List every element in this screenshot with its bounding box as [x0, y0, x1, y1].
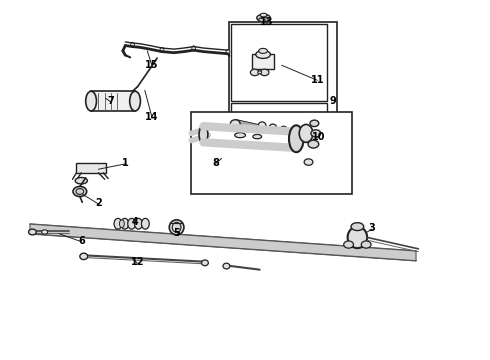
Ellipse shape: [347, 226, 367, 248]
Text: 6: 6: [78, 236, 85, 246]
Ellipse shape: [121, 219, 129, 229]
Ellipse shape: [256, 50, 270, 58]
Ellipse shape: [257, 14, 270, 22]
Ellipse shape: [304, 159, 313, 165]
Ellipse shape: [269, 124, 277, 132]
Ellipse shape: [308, 140, 319, 148]
Ellipse shape: [351, 223, 364, 230]
Ellipse shape: [42, 230, 48, 234]
Text: 12: 12: [131, 257, 144, 267]
Bar: [252, 54, 274, 69]
Ellipse shape: [131, 42, 135, 47]
Ellipse shape: [28, 229, 36, 235]
Ellipse shape: [361, 241, 371, 248]
Ellipse shape: [289, 125, 304, 152]
Bar: [231, 24, 327, 101]
Ellipse shape: [86, 91, 97, 111]
Ellipse shape: [259, 48, 268, 53]
Text: 4: 4: [132, 217, 139, 227]
Ellipse shape: [250, 69, 259, 76]
Text: 10: 10: [312, 132, 325, 142]
Ellipse shape: [128, 219, 136, 229]
Ellipse shape: [253, 134, 262, 139]
Text: 14: 14: [146, 112, 159, 122]
Ellipse shape: [114, 219, 122, 229]
Ellipse shape: [258, 122, 266, 130]
Ellipse shape: [291, 129, 298, 136]
Text: 8: 8: [212, 158, 219, 168]
Text: 11: 11: [311, 75, 324, 85]
Ellipse shape: [235, 133, 245, 138]
Text: 3: 3: [368, 224, 375, 233]
Ellipse shape: [199, 126, 208, 143]
Ellipse shape: [135, 219, 143, 229]
Ellipse shape: [73, 186, 87, 197]
Ellipse shape: [169, 220, 184, 235]
Ellipse shape: [75, 177, 87, 184]
Text: 15: 15: [146, 60, 159, 70]
Text: 1: 1: [122, 158, 129, 168]
Ellipse shape: [343, 241, 353, 248]
Bar: [76, 163, 106, 173]
Bar: [91, 91, 135, 111]
Ellipse shape: [260, 69, 269, 76]
Polygon shape: [30, 224, 416, 261]
Text: 9: 9: [330, 96, 336, 106]
Ellipse shape: [259, 18, 269, 22]
Text: 13: 13: [260, 17, 274, 27]
Bar: [231, 103, 327, 157]
Ellipse shape: [130, 91, 141, 111]
Ellipse shape: [80, 253, 88, 260]
Ellipse shape: [223, 263, 230, 269]
Ellipse shape: [192, 46, 196, 51]
Ellipse shape: [142, 219, 149, 229]
Bar: [191, 112, 352, 194]
Text: 5: 5: [173, 228, 180, 238]
Ellipse shape: [201, 260, 208, 266]
Ellipse shape: [310, 120, 319, 127]
Text: 2: 2: [95, 198, 102, 208]
Ellipse shape: [226, 49, 230, 54]
Ellipse shape: [230, 120, 240, 128]
Text: 7: 7: [107, 96, 114, 106]
Bar: [229, 22, 337, 158]
Ellipse shape: [258, 71, 262, 74]
Ellipse shape: [311, 130, 321, 137]
Ellipse shape: [260, 13, 267, 17]
Ellipse shape: [299, 125, 313, 142]
Ellipse shape: [120, 220, 124, 228]
Ellipse shape: [160, 47, 164, 52]
Ellipse shape: [76, 189, 84, 194]
Ellipse shape: [280, 126, 288, 134]
Ellipse shape: [172, 222, 181, 232]
